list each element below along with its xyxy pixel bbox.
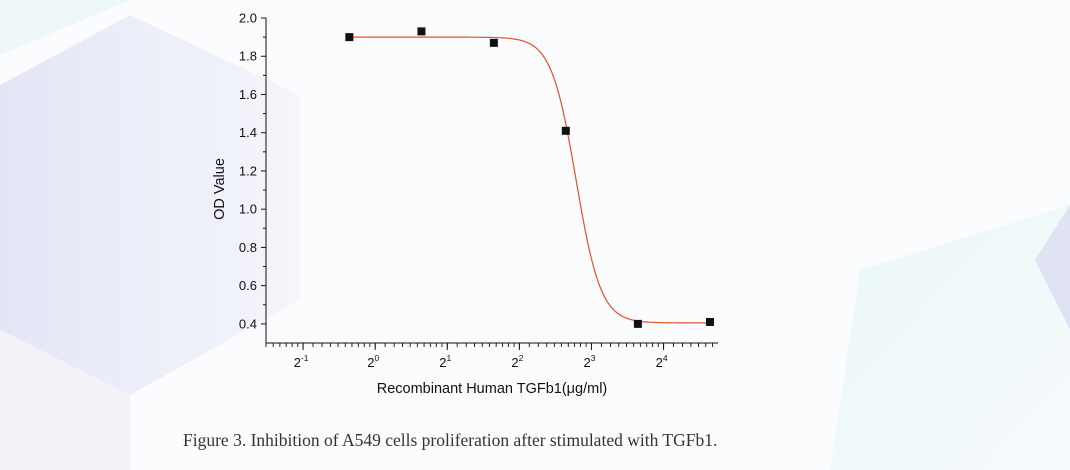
data-point [705,317,714,326]
data-point [561,126,570,135]
data-point [633,319,642,328]
y-tick-label: 1.4 [239,125,257,140]
y-tick-label: 0.4 [239,316,257,331]
figure-caption: Figure 3. Inhibition of A549 cells proli… [183,430,718,450]
x-tick-label: 20 [367,353,379,370]
y-axis-label: OD Value [212,158,228,220]
x-tick-label: 23 [583,353,595,370]
x-tick-label: 21 [439,353,451,370]
y-tick-label: 1.6 [239,87,257,102]
y-tick-label: 1.2 [239,163,257,178]
y-tick-label: 2.0 [239,11,257,26]
y-axis-ticks: 0.4 0.6 0.8 1.0 1.2 1.4 1.6 1.8 2.0 [239,11,266,331]
x-axis-label: Recombinant Human TGFb1(μg/ml) [377,381,608,397]
y-tick-label: 1.8 [239,49,257,64]
y-tick-label: 1.0 [239,202,257,217]
x-axis-ticks: 2-1 20 21 22 23 24 [265,343,713,370]
fit-curve [349,36,710,324]
data-point [489,38,498,47]
data-point [417,27,426,36]
data-points [345,27,714,328]
x-tick-label: 22 [511,353,523,370]
data-point [345,33,354,42]
x-tick-label: 24 [656,353,668,370]
x-tick-label: 2-1 [294,353,309,370]
y-tick-label: 0.8 [239,240,257,255]
y-tick-label: 0.6 [239,278,257,293]
